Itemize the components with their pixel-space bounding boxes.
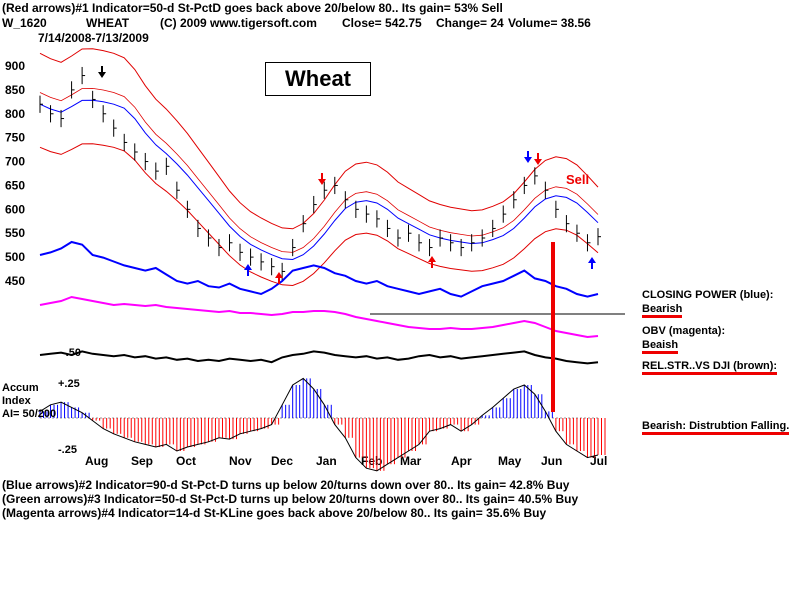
volume-value: Volume= 38.56 (508, 16, 591, 30)
rel-str-line (39, 350, 599, 365)
price-tick-label: 750 (5, 131, 25, 145)
blue-buy-arrow-icon (588, 257, 596, 269)
accum-line (39, 377, 599, 472)
closing-power-status: Bearish (642, 303, 683, 318)
closing-power-line (39, 240, 599, 298)
upper-band-line (39, 48, 599, 230)
moving-average-line (39, 99, 599, 261)
ai-label: AI= 50/200 (2, 408, 57, 420)
price-tick-label: 500 (5, 250, 25, 264)
footer-line1: (Blue arrows)#2 Indicator=90-d St-Pct-D … (2, 478, 570, 492)
accum-status: Bearish: Distrubtion Falling. (642, 420, 790, 435)
footer-line2: (Green arrows)#3 Indicator=50-d St-Pct-D… (2, 492, 579, 506)
footer-line3: (Magenta arrows)#4 Indicator=14-d St-KLi… (2, 506, 547, 520)
rel-str-tick: -.50 (62, 347, 81, 359)
red-sell-arrow-icon (534, 153, 542, 165)
month-tick-label: Aug (85, 454, 108, 468)
month-tick-label: Apr (451, 454, 472, 468)
blue-sell-arrow-icon (524, 151, 532, 163)
commodity-name: WHEAT (86, 16, 130, 30)
month-tick-label: Jan (316, 454, 337, 468)
month-tick-label: Oct (176, 454, 196, 468)
obv-status: Beaish (642, 339, 679, 354)
accum-label: Accum (2, 382, 39, 394)
black-arrow-icon (98, 66, 106, 78)
date-range: 7/14/2008-7/13/2009 (38, 31, 149, 45)
price-tick-label: 700 (5, 155, 25, 169)
symbol: W_1620 (2, 16, 47, 30)
chart-title: Wheat (265, 62, 371, 96)
red-sell-arrow-icon (318, 173, 326, 185)
price-tick-label: 450 (5, 274, 25, 288)
lower-band-line (39, 143, 599, 287)
inner-band-line (39, 87, 599, 253)
accum-tick-bottom: -.25 (58, 444, 77, 456)
rel-str-label: REL.STR..VS DJI (brown): (642, 360, 778, 375)
closing-power-label: CLOSING POWER (blue): (642, 289, 774, 301)
sell-label: Sell (566, 172, 590, 187)
month-tick-label: Nov (229, 454, 252, 468)
price-tick-label: 800 (5, 107, 25, 121)
month-tick-label: Mar (400, 454, 422, 468)
obv-line (39, 295, 599, 339)
close-value: Close= 542.75 (342, 16, 422, 30)
price-tick-label: 650 (5, 178, 25, 192)
copyright: (C) 2009 www.tigersoft.com (160, 16, 317, 30)
red-buy-arrow-icon (275, 272, 283, 284)
price-tick-label: 900 (5, 59, 25, 73)
month-tick-label: Sep (131, 454, 153, 468)
accum-tick-top: +.25 (58, 378, 80, 390)
header-line1: (Red arrows)#1 Indicator=50-d St-PctD go… (2, 1, 503, 15)
change-value: Change= 24 (436, 16, 504, 30)
price-tick-label: 550 (5, 226, 25, 240)
price-tick-label: 600 (5, 202, 25, 216)
month-tick-label: Dec (271, 454, 293, 468)
month-tick-label: Jun (541, 454, 562, 468)
blue-buy-arrow-icon (244, 264, 252, 276)
red-buy-arrow-icon (428, 256, 436, 268)
price-tick-label: 850 (5, 83, 25, 97)
obv-label: OBV (magenta): (642, 325, 726, 337)
index-label: Index (2, 395, 31, 407)
month-tick-label: May (498, 454, 522, 468)
